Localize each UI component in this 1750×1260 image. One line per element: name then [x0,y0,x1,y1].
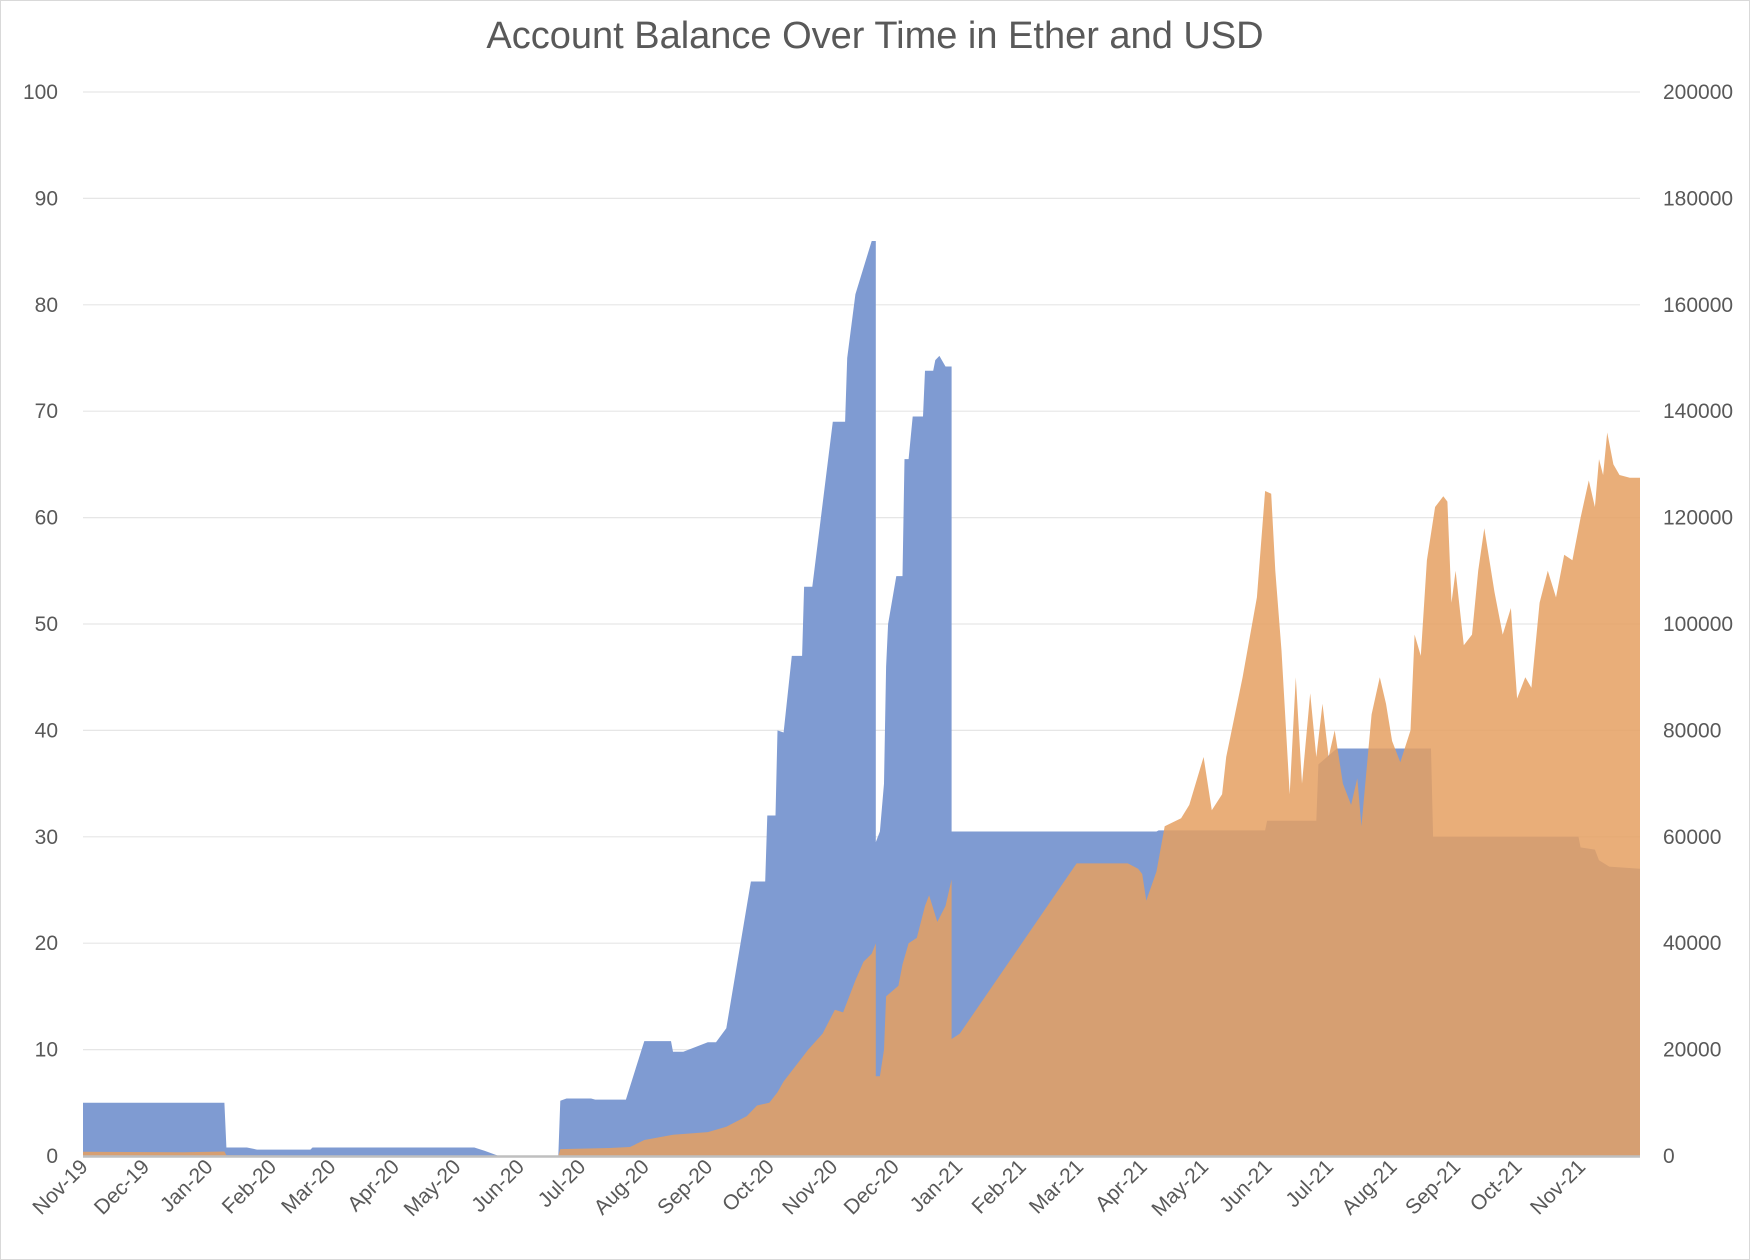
left-tick-label: 80 [35,294,58,317]
right-tick-label: 160000 [1663,294,1733,317]
right-tick-label: 20000 [1663,1039,1721,1062]
right-tick-label: 60000 [1663,826,1721,849]
right-tick-label: 0 [1663,1145,1675,1168]
right-tick-label: 180000 [1663,187,1733,210]
left-tick-label: 100 [23,81,58,104]
area-series [83,241,1640,1156]
right-tick-label: 140000 [1663,400,1733,423]
right-tick-label: 100000 [1663,613,1733,636]
left-tick-label: 30 [35,826,58,849]
left-tick-label: 40 [35,719,58,742]
right-tick-label: 40000 [1663,932,1721,955]
left-tick-label: 0 [46,1145,58,1168]
right-tick-label: 80000 [1663,719,1721,742]
area-series-usd [83,432,1640,1156]
left-tick-label: 60 [35,507,58,530]
right-tick-label: 200000 [1663,81,1733,104]
chart-title: Account Balance Over Time in Ether and U… [486,15,1263,57]
left-tick-label: 70 [35,400,58,423]
left-tick-label: 20 [35,932,58,955]
left-tick-label: 90 [35,187,58,210]
left-tick-label: 10 [35,1039,58,1062]
right-tick-label: 120000 [1663,507,1733,530]
left-tick-label: 50 [35,613,58,636]
